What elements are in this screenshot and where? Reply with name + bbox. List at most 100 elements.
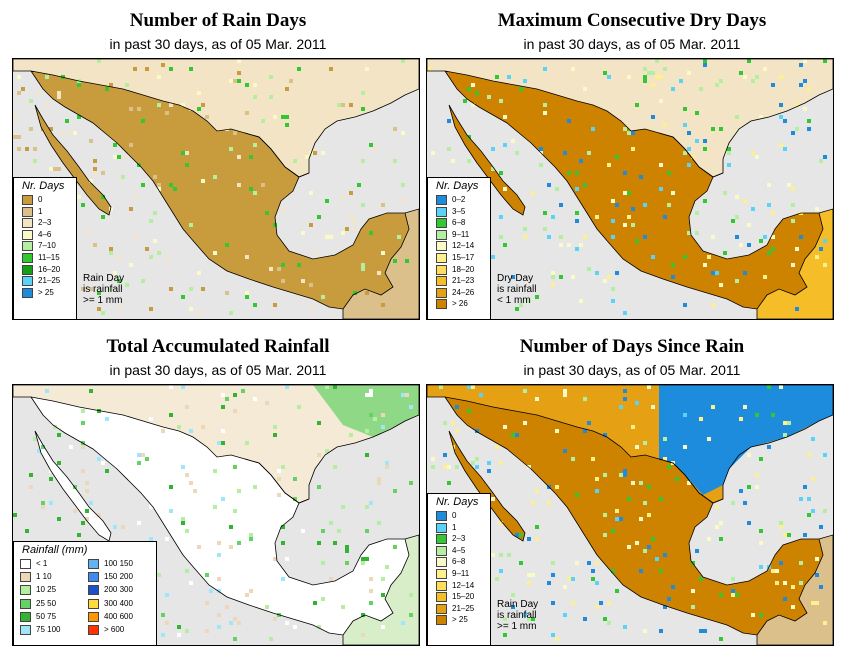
grid-cell — [317, 541, 321, 545]
grid-cell — [133, 195, 137, 199]
grid-cell — [751, 207, 755, 211]
grid-cell — [579, 243, 583, 247]
grid-cell — [779, 521, 783, 525]
grid-cell — [659, 99, 663, 103]
grid-cell — [185, 473, 189, 477]
grid-cell — [329, 67, 333, 71]
grid-cell — [265, 401, 269, 405]
note-line-1: Dry Day — [497, 273, 534, 284]
grid-cell — [731, 501, 735, 505]
grid-cell — [447, 119, 451, 123]
grid-cell — [523, 79, 527, 83]
grid-cell — [515, 151, 519, 155]
grid-cell — [623, 311, 627, 315]
legend-label: 15–20 — [452, 592, 475, 602]
grid-cell — [475, 465, 479, 469]
grid-cell — [317, 421, 321, 425]
grid-cell — [253, 143, 257, 147]
grid-cell — [381, 413, 385, 417]
legend-title: Rainfall (mm) — [22, 544, 88, 556]
grid-cell — [603, 533, 607, 537]
grid-cell — [109, 287, 113, 291]
grid-cell — [551, 283, 555, 287]
legend-label: 21–23 — [452, 276, 475, 286]
grid-cell — [345, 561, 349, 565]
grid-cell — [245, 83, 249, 87]
grid-cell — [261, 183, 265, 187]
grid-cell — [655, 75, 659, 79]
grid-cell — [715, 271, 719, 275]
grid-cell — [189, 107, 193, 111]
grid-cell — [551, 561, 555, 565]
grid-cell — [321, 597, 325, 601]
grid-cell — [587, 561, 591, 565]
grid-cell — [321, 529, 325, 533]
grid-cell — [531, 573, 535, 577]
grid-cell — [269, 95, 273, 99]
legend-swatch — [436, 545, 447, 556]
grid-cell — [381, 593, 385, 597]
grid-cell — [719, 537, 723, 541]
grid-cell — [361, 613, 365, 617]
grid-cell — [711, 405, 715, 409]
grid-cell — [181, 465, 185, 469]
grid-cell — [519, 303, 523, 307]
grid-cell — [623, 171, 627, 175]
grid-cell — [137, 521, 141, 525]
grid-cell — [715, 505, 719, 509]
grid-cell — [181, 103, 185, 107]
baja-land — [449, 431, 525, 541]
legend-swatch — [436, 206, 447, 217]
grid-cell — [471, 83, 475, 87]
grid-cell — [615, 203, 619, 207]
grid-cell — [663, 215, 667, 219]
grid-cell — [245, 291, 249, 295]
grid-cell — [703, 147, 707, 151]
map-rain-days: Nr. Days 0 1 2–3 4–6 7–10 11–15 16–20 21–25 > 25… — [12, 58, 420, 320]
grid-cell — [365, 557, 369, 561]
grid-cell — [117, 307, 121, 311]
grid-cell — [551, 271, 555, 275]
grid-cell — [205, 107, 209, 111]
grid-cell — [491, 553, 495, 557]
grid-cell — [285, 385, 289, 389]
legend-swatch — [436, 557, 447, 568]
grid-cell — [603, 617, 607, 621]
panel-title: Total Accumulated Rainfall — [106, 336, 330, 357]
grid-cell — [213, 251, 217, 255]
grid-cell — [237, 541, 241, 545]
grid-cell — [269, 267, 273, 271]
grid-cell — [635, 103, 639, 107]
grid-cell — [727, 151, 731, 155]
grid-cell — [289, 79, 293, 83]
grid-cell — [539, 163, 543, 167]
note-line-2: is rainfall — [83, 284, 123, 295]
grid-cell — [623, 473, 627, 477]
grid-cell — [157, 251, 161, 255]
grid-cell — [555, 187, 559, 191]
grid-cell — [583, 617, 587, 621]
grid-cell — [603, 279, 607, 283]
grid-cell — [627, 191, 631, 195]
grid-cell — [575, 493, 579, 497]
grid-cell — [185, 569, 189, 573]
grid-cell — [405, 393, 409, 397]
grid-cell — [121, 155, 125, 159]
legend-label: 21–25 — [38, 276, 61, 286]
grid-cell — [133, 127, 137, 131]
grid-cell — [149, 307, 153, 311]
grid-cell — [779, 385, 783, 389]
grid-cell — [791, 131, 795, 135]
legend-label: 1 — [452, 522, 457, 532]
grid-cell — [543, 111, 547, 115]
grid-cell — [205, 629, 209, 633]
map-svg — [427, 59, 833, 319]
note-line-2: is rainfall — [497, 284, 537, 295]
grid-cell — [73, 509, 77, 513]
grid-cell — [153, 239, 157, 243]
grid-cell — [149, 537, 153, 541]
grid-cell — [281, 577, 285, 581]
grid-cell — [169, 67, 173, 71]
grid-cell — [659, 75, 663, 79]
legend-swatch — [436, 241, 447, 252]
